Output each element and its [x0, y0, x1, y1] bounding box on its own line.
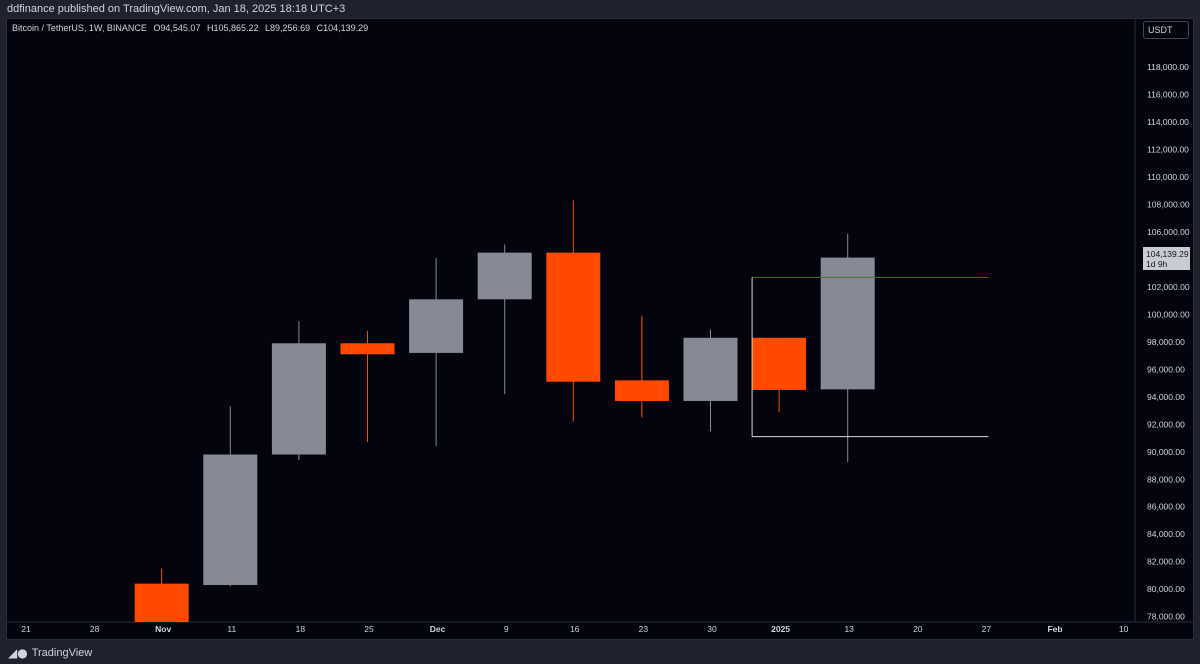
- y-tick-label: 90,000.00: [1147, 447, 1185, 457]
- candle-body: [340, 343, 395, 355]
- x-tick-label: Feb: [1047, 624, 1062, 634]
- y-tick-label: 88,000.00: [1147, 474, 1185, 484]
- x-tick-label: 2025: [771, 624, 790, 634]
- legend-high: H105,865.22: [206, 23, 259, 33]
- last-price-label: 104,139.29 1d 9h: [1143, 247, 1190, 270]
- candle-body: [203, 454, 258, 586]
- candle-body: [614, 380, 669, 401]
- x-tick-label: 23: [639, 624, 649, 634]
- candle-body: [546, 252, 601, 382]
- y-tick-label: 110,000.00: [1147, 172, 1189, 182]
- x-tick-label: 27: [982, 624, 992, 634]
- y-tick-label: 98,000.00: [1147, 337, 1185, 347]
- x-tick-label: 11: [227, 624, 236, 634]
- footer-bar: ◢● TradingView: [0, 642, 1200, 664]
- legend-low: L89,256.69: [265, 23, 311, 33]
- y-tick-label: 112,000.00: [1147, 145, 1189, 155]
- brand-label: TradingView: [31, 647, 93, 659]
- y-tick-label: 82,000.00: [1147, 557, 1185, 567]
- x-tick-label: 28: [90, 624, 100, 634]
- y-tick-label: 102,000.00: [1147, 282, 1190, 292]
- candle-body: [409, 299, 464, 353]
- y-tick-label: 118,000.00: [1147, 62, 1189, 72]
- y-tick-label: 86,000.00: [1147, 502, 1185, 512]
- legend-symbol: Bitcoin / TetherUS, 1W, BINANCE: [12, 23, 147, 33]
- x-tick-label: 21: [21, 624, 31, 634]
- tradingview-brand[interactable]: ◢● TradingView: [8, 646, 92, 660]
- x-tick-label: 10: [1119, 624, 1129, 634]
- y-tick-label: 84,000.00: [1147, 529, 1185, 539]
- x-tick-label: 20: [913, 624, 923, 634]
- y-tick-label: 108,000.00: [1147, 200, 1190, 210]
- legend-close: C104,139.29: [316, 23, 369, 33]
- y-tick-label: 114,000.00: [1147, 117, 1189, 127]
- symbol-legend: Bitcoin / TetherUS, 1W, BINANCE O94,545.…: [12, 23, 372, 33]
- publish-text: ddfinance published on TradingView.com, …: [7, 3, 346, 15]
- x-tick-label: 9: [504, 624, 509, 634]
- y-tick-label: 100,000.00: [1147, 309, 1190, 319]
- currency-button[interactable]: USDT: [1143, 21, 1189, 39]
- candle-body: [271, 343, 326, 455]
- x-tick-label: 13: [844, 624, 854, 634]
- x-tick-label: 30: [707, 624, 717, 634]
- y-tick-label: 80,000.00: [1147, 584, 1185, 594]
- candle-body: [752, 337, 807, 390]
- x-tick-label: 16: [570, 624, 580, 634]
- y-tick-label: 96,000.00: [1147, 364, 1185, 374]
- x-tick-label: 25: [364, 624, 374, 634]
- legend-open: O94,545.07: [153, 23, 201, 33]
- y-tick-label: 78,000.00: [1147, 612, 1185, 622]
- candle-body: [820, 257, 875, 390]
- y-tick-label: 106,000.00: [1147, 227, 1190, 237]
- y-tick-label: 94,000.00: [1147, 392, 1185, 402]
- candle-body: [683, 337, 738, 401]
- x-tick-label: 18: [296, 624, 306, 634]
- last-price-countdown: 1d 9h: [1146, 259, 1168, 269]
- candles-group: [134, 200, 989, 622]
- x-tick-label: Nov: [155, 624, 171, 634]
- publish-header: ddfinance published on TradingView.com, …: [0, 0, 1200, 18]
- tradingview-logo-icon: ◢●: [8, 646, 28, 660]
- candle-body: [477, 252, 532, 300]
- candle-body: [134, 583, 189, 622]
- candlestick-chart[interactable]: 78,000.00 80,000.00 82,000.00 84,000.00 86,0…: [7, 19, 1193, 639]
- y-tick-label: 116,000.00: [1147, 90, 1189, 100]
- y-tick-label: 92,000.00: [1147, 419, 1185, 429]
- x-tick-label: Dec: [430, 624, 446, 634]
- last-price-value: 104,139.29: [1146, 249, 1189, 259]
